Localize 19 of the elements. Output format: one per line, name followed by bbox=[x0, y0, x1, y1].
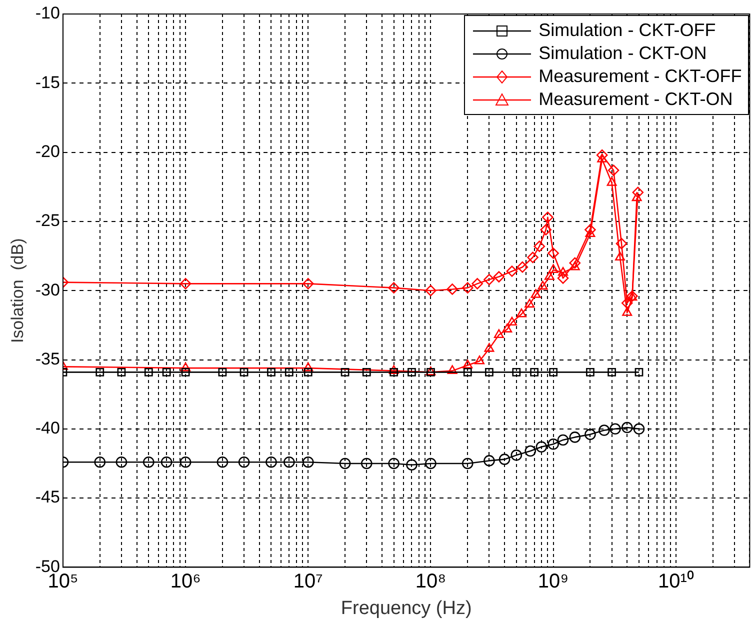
legend-label: Simulation - CKT-OFF bbox=[538, 20, 716, 41]
x-tick-label: 10⁸ bbox=[415, 570, 446, 593]
y-tick-label: -40 bbox=[35, 418, 60, 438]
y-tick-label: -35 bbox=[35, 349, 60, 368]
y-tick-label: -10 bbox=[35, 4, 60, 23]
x-tick-label: 10⁹ bbox=[538, 570, 569, 593]
y-tick-label: -30 bbox=[35, 280, 60, 300]
y-tick-label: -45 bbox=[35, 488, 60, 507]
x-axis-title: Frequency (Hz) bbox=[340, 598, 472, 619]
y-tick-label: -15 bbox=[35, 72, 60, 92]
x-tick-label: 10¹⁰ bbox=[658, 570, 694, 593]
x-tick-label: 10⁶ bbox=[170, 570, 201, 593]
legend-label: Measurement - CKT-ON bbox=[538, 89, 733, 110]
y-tick-label: -25 bbox=[35, 211, 60, 230]
y-axis-title: Isolation (dB) bbox=[8, 238, 27, 344]
legend-label: Simulation - CKT-ON bbox=[538, 43, 707, 64]
x-tick-label: 10⁷ bbox=[293, 570, 323, 593]
y-tick-label: -20 bbox=[35, 142, 60, 161]
legend-label: Measurement - CKT-OFF bbox=[538, 66, 742, 87]
